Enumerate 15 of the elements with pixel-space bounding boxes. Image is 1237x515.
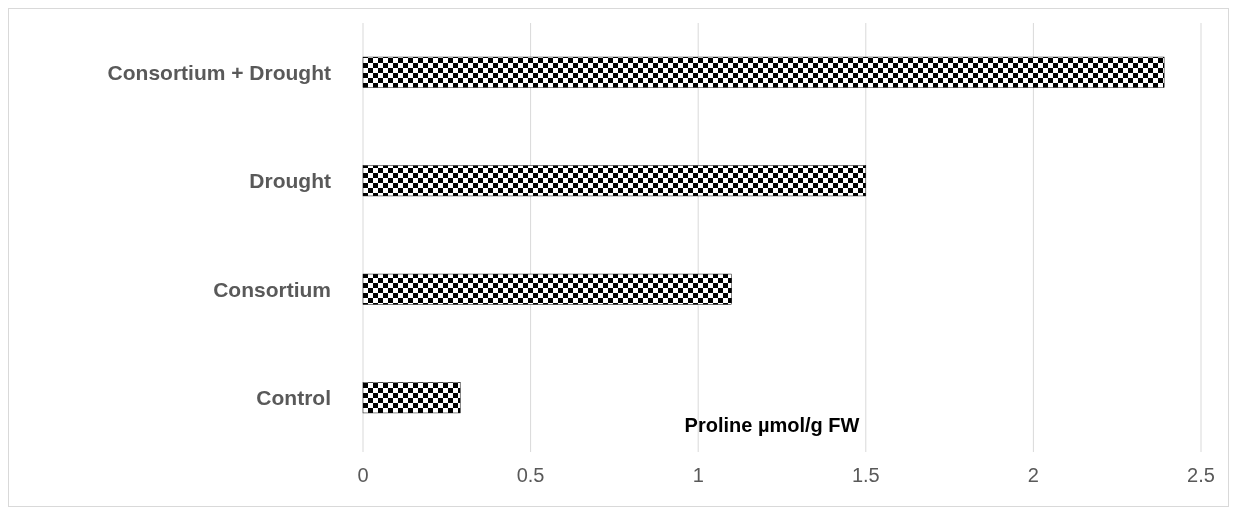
y-tick-label: Drought [249, 169, 331, 193]
bar [362, 382, 461, 414]
x-tick-label: 2.5 [1187, 464, 1215, 486]
x-tick-label: 1 [692, 464, 704, 486]
x-tick-label: 2 [1027, 464, 1039, 486]
y-tick-label: Control [256, 386, 331, 410]
bar [362, 56, 1165, 88]
x-axis-title: Proline µmol/g FW [684, 414, 860, 436]
bar [362, 273, 732, 305]
x-tick-label: 0 [357, 464, 369, 486]
x-tick-label: 1.5 [851, 464, 880, 486]
bar [362, 165, 867, 197]
y-tick-label: Consortium [213, 277, 331, 301]
y-tick-label: Consortium + Drought [107, 60, 331, 84]
x-tick-label: 0.5 [516, 464, 545, 486]
